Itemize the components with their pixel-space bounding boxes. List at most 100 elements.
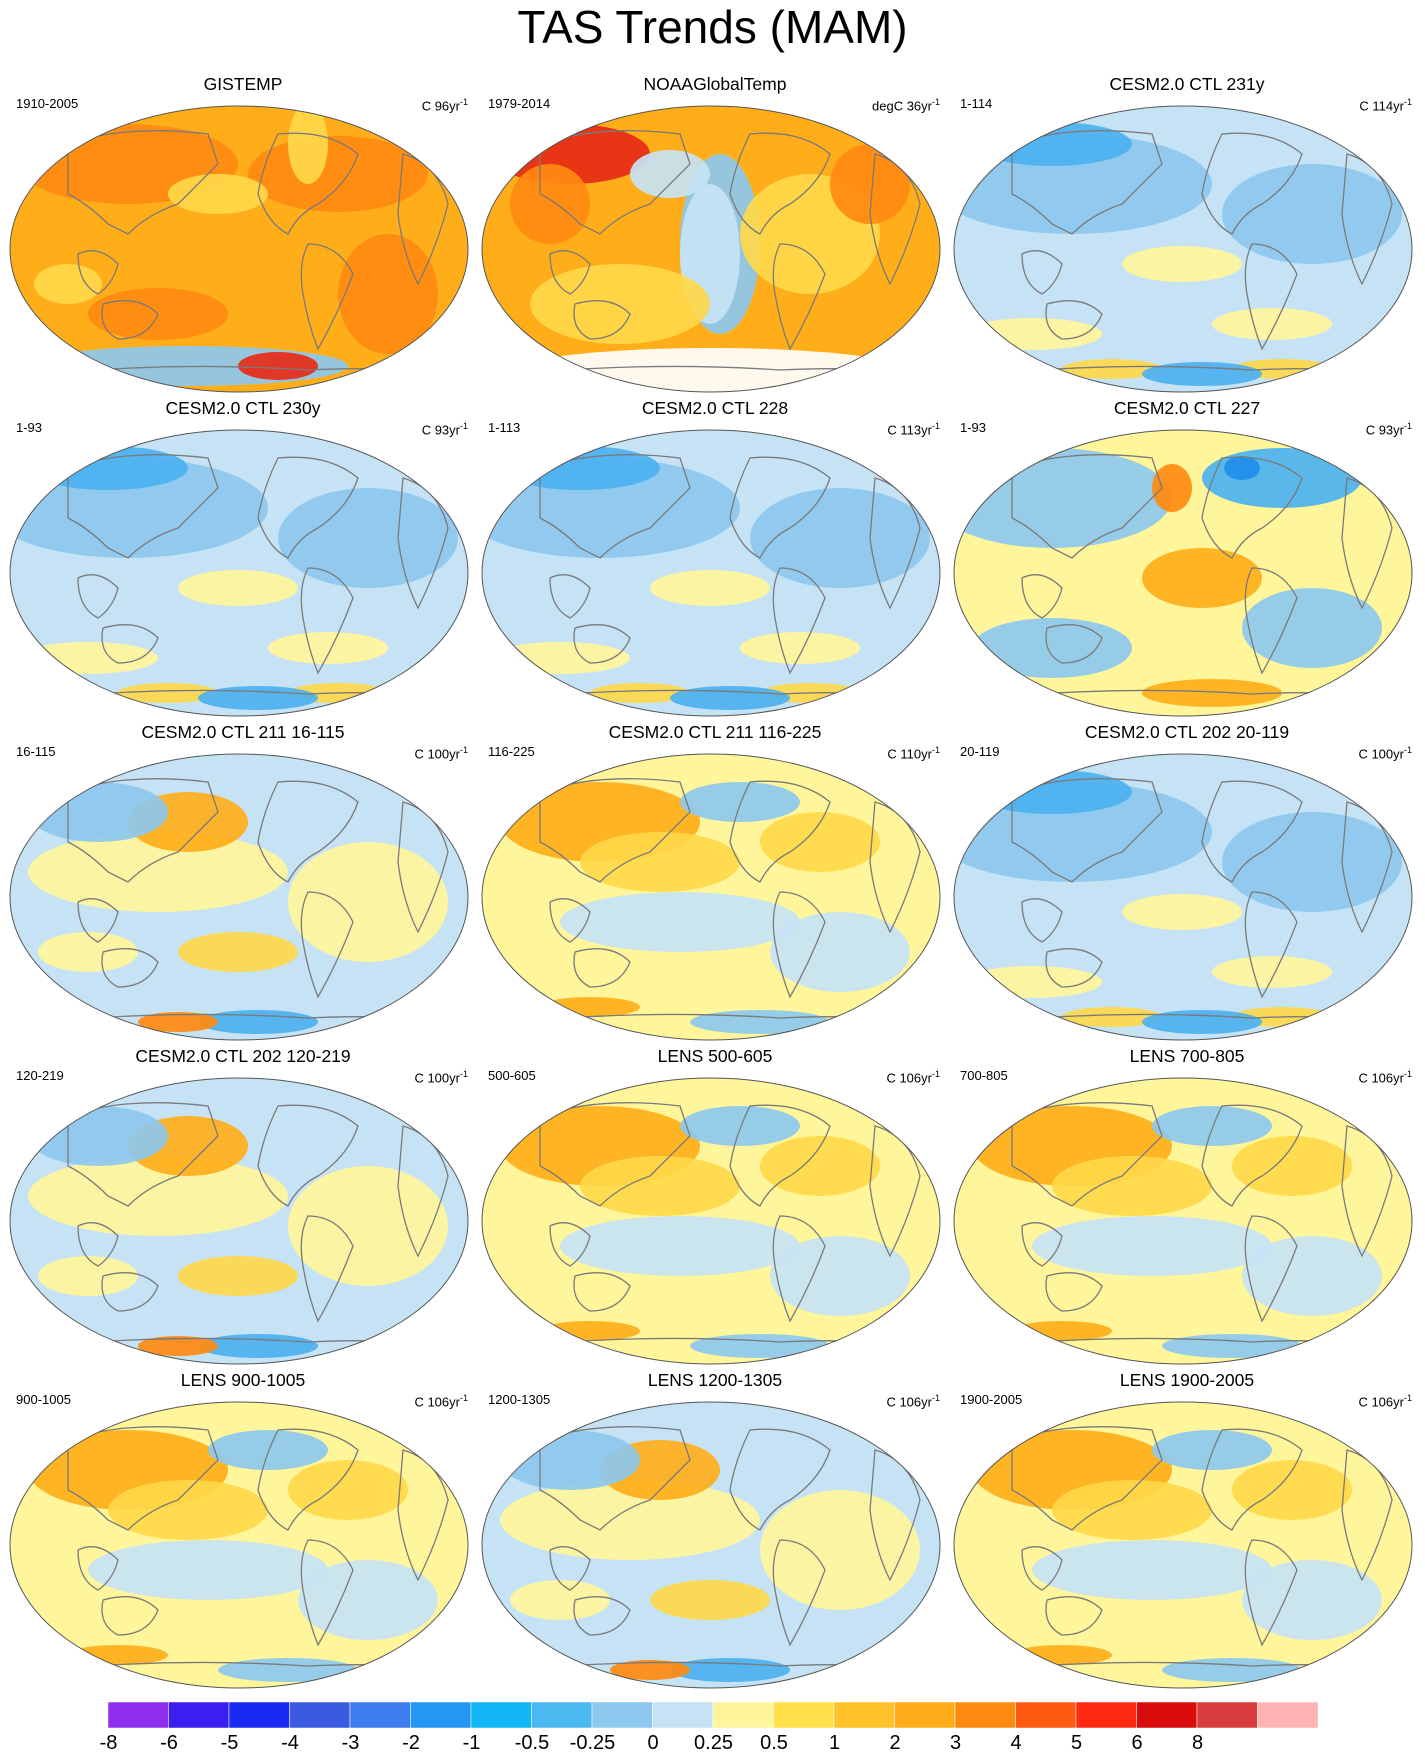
panel-units-label: C 100yr-1 [1358,745,1412,762]
panel-period-label: 1-93 [960,420,987,435]
panel-title: LENS 1200-1305 [647,1370,783,1390]
panel-title: CESM2.0 CTL 231y [1109,74,1265,94]
panel-units-label: C 106yr-1 [414,1393,468,1410]
panel-period-label: 20-119 [960,744,1000,759]
panel-title: CESM2.0 CTL 227 [1113,398,1261,418]
colorbar-swatch [1196,1701,1258,1729]
panel-period-label: 1900-2005 [960,1392,1023,1407]
map-panel: CESM2.0 CTL 202 120-219 120-219 C 100yr-1 [8,1046,478,1376]
panel-units-label: degC 36yr-1 [872,97,940,114]
colorbar-swatch [591,1701,653,1729]
panel-title: CESM2.0 CTL 202 20-119 [1084,722,1290,742]
world-map [953,429,1413,717]
colorbar-swatch [652,1701,714,1729]
world-map [953,753,1413,1041]
panel-units-label: C 93yr-1 [1365,421,1412,438]
colorbar-tick-label: -6 [160,1732,178,1754]
panel-units-label: C 100yr-1 [414,1069,468,1086]
world-map [9,1401,469,1689]
panel-period-label: 1-114 [960,96,993,111]
colorbar-swatch [349,1701,411,1729]
panel-title: CESM2.0 CTL 230y [165,398,321,418]
map-panel: LENS 1900-2005 1900-2005 C 106yr-1 [952,1370,1422,1700]
panel-units-label: C 106yr-1 [886,1069,940,1086]
colorbar-swatch [1075,1701,1137,1729]
panel-period-label: 1-113 [488,420,521,435]
panel-period-label: 120-219 [16,1068,64,1083]
map-panel: CESM2.0 CTL 211 16-115 16-115 C 100yr-1 [8,722,478,1052]
colorbar-tick-label: -5 [220,1732,239,1754]
panel-period-label: 1200-1305 [488,1392,551,1407]
colorbar-tick-label: 0.5 [760,1732,788,1754]
colorbar-tick-label: 5 [1070,1732,1083,1754]
colorbar-swatch [108,1701,169,1729]
colorbar-tick-label: 8 [1191,1732,1204,1754]
panel-units-label: C 113yr-1 [887,421,940,438]
colorbar-swatch [1136,1701,1198,1729]
world-map [9,1077,469,1365]
world-map [9,429,469,717]
panel-period-label: 500-605 [488,1068,536,1083]
world-map [481,753,941,1041]
colorbar-tick-label: -1 [462,1732,481,1754]
panel-units-label: C 106yr-1 [1358,1393,1412,1410]
world-map [481,1401,941,1689]
map-panel: GISTEMP 1910-2005 C 96yr-1 [8,74,478,404]
colorbar-swatch [470,1701,532,1729]
world-map [953,1077,1413,1365]
map-panel: LENS 900-1005 900-1005 C 106yr-1 [8,1370,478,1700]
colorbar-swatch [954,1701,1016,1729]
colorbar-tick-label: 2 [889,1732,901,1754]
map-panel: LENS 500-605 500-605 C 106yr-1 [480,1046,950,1376]
panel-title: CESM2.0 CTL 211 116-225 [608,722,822,742]
colorbar-swatch [1015,1701,1077,1729]
panel-units-label: C 106yr-1 [1358,1069,1412,1086]
figure-title: TAS Trends (MAM) [517,1,908,53]
panel-title: NOAAGlobalTemp [643,74,787,94]
world-map [953,1401,1413,1689]
panel-units-label: C 106yr-1 [886,1393,940,1410]
panel-period-label: 1910-2005 [16,96,79,111]
panel-title: CESM2.0 CTL 228 [641,398,789,418]
panel-title: LENS 500-605 [657,1046,773,1066]
colorbar-tick-label: -0.5 [514,1732,550,1754]
world-map [953,105,1413,393]
colorbar-swatch [1257,1701,1318,1729]
colorbar-tick-label: -8 [99,1732,118,1754]
panel-period-label: 16-115 [16,744,56,759]
map-panel: CESM2.0 CTL 231y 1-114 C 114yr-1 [952,74,1422,404]
world-map [9,105,469,393]
world-map [481,1077,941,1365]
colorbar-swatch [894,1701,956,1729]
colorbar-tick-label: 0.25 [694,1732,733,1754]
colorbar-swatch [712,1701,774,1729]
colorbar-swatch [228,1701,290,1729]
colorbar-swatch [531,1701,593,1729]
colorbar-tick-label: 0 [647,1732,659,1754]
map-panel: CESM2.0 CTL 211 116-225 116-225 C 110yr-1 [480,722,950,1052]
map-panel: LENS 700-805 700-805 C 106yr-1 [952,1046,1422,1376]
colorbar-tick-label: -4 [281,1732,299,1754]
colorbar-tick-label: -2 [402,1732,420,1754]
panel-title: LENS 700-805 [1129,1046,1245,1066]
panel-period-label: 900-1005 [16,1392,71,1407]
map-panel: NOAAGlobalTemp 1979-2014 degC 36yr-1 [480,74,950,404]
panel-units-label: C 96yr-1 [421,97,468,114]
map-panel: CESM2.0 CTL 228 1-113 C 113yr-1 [480,398,950,728]
colorbar-tick-label: 4 [1010,1732,1022,1754]
colorbar-swatch [773,1701,835,1729]
world-map [481,105,941,393]
panel-title: LENS 1900-2005 [1119,1370,1255,1390]
colorbar-tick-label: 3 [949,1732,962,1754]
panel-units-label: C 100yr-1 [414,745,468,762]
world-map [481,429,941,717]
world-map [9,753,469,1041]
panel-title: GISTEMP [203,74,283,94]
colorbar: -8 -6 -5 -4 -3 -2 -1 -0.5 -0.25 0 0.25 0.5 1 2 3 4 5 6 8 [100,1700,1318,1756]
panel-units-label: C 110yr-1 [887,745,940,762]
colorbar-tick-label: 1 [828,1732,841,1754]
colorbar-tick-label: -0.25 [569,1732,616,1754]
panel-title: CESM2.0 CTL 211 16-115 [141,722,345,742]
colorbar-swatch [289,1701,351,1729]
colorbar-tick-label: -3 [341,1732,360,1754]
